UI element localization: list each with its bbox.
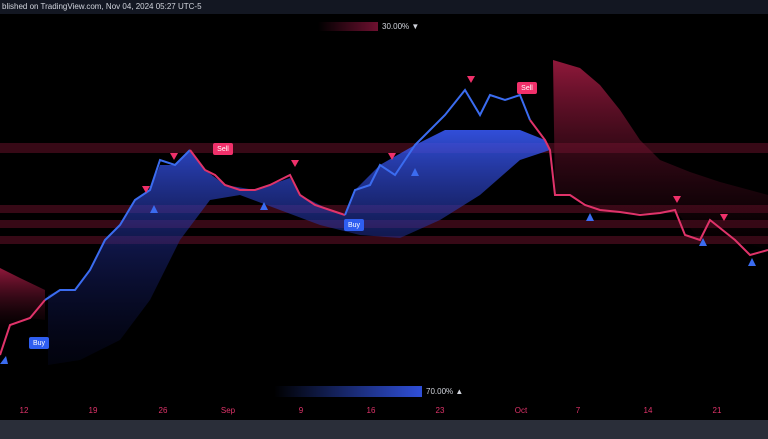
sell-signal: Sell	[213, 143, 233, 155]
signal-label: Buy	[33, 340, 46, 347]
x-axis-label: 19	[89, 406, 98, 415]
gauge-label: 70.00% ▲	[426, 387, 463, 396]
top-gauge	[318, 22, 378, 31]
pink-cloud-right	[553, 60, 768, 250]
header-text: blished on TradingView.com, Nov 04, 2024…	[2, 2, 202, 11]
x-axis-label: 14	[644, 406, 653, 415]
signal-label: Sell	[217, 146, 229, 153]
x-axis-label: 12	[20, 406, 29, 415]
x-axis-label: 9	[299, 406, 304, 415]
gauge-label: 30.00% ▼	[382, 22, 419, 31]
x-axis-label: 7	[576, 406, 581, 415]
x-axis-label: 21	[713, 406, 722, 415]
x-axis-label: Oct	[515, 406, 528, 415]
bottom-bar	[0, 420, 768, 439]
down-arrows	[142, 76, 728, 221]
top-bar	[0, 0, 768, 14]
blue-cloud	[48, 130, 550, 365]
x-axis-label: Sep	[221, 406, 236, 415]
up-arrows	[0, 168, 756, 364]
buy-signal: Buy	[344, 219, 364, 231]
x-axis-label: 23	[436, 406, 445, 415]
x-axis-label: 26	[159, 406, 168, 415]
x-axis-label: 16	[367, 406, 376, 415]
signal-label: Buy	[348, 222, 361, 229]
signal-label: Sell	[521, 85, 533, 92]
sell-signal: Sell	[517, 82, 537, 94]
bottom-gauge	[274, 386, 422, 397]
price	[0, 88, 768, 356]
buy-signal: Buy	[29, 337, 49, 349]
x-axis: 12 19 26 Sep 9 16 23 Oct 7 14 21	[20, 406, 722, 415]
